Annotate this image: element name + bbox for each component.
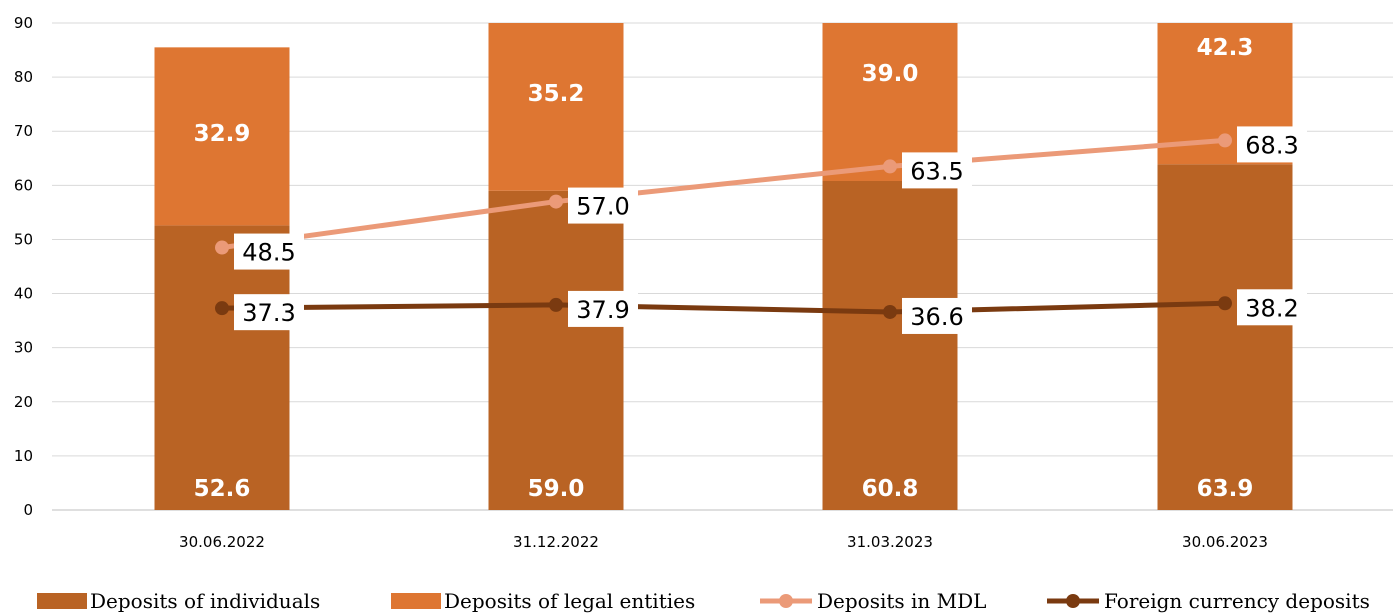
line-label-box xyxy=(902,152,972,189)
line-value-label: 57.0 xyxy=(576,193,629,221)
legend-label: Deposits of individuals xyxy=(90,589,320,613)
line-value-label: 36.6 xyxy=(910,303,963,331)
legend-marker xyxy=(779,594,793,608)
legend-marker xyxy=(1066,594,1080,608)
y-tick-label: 70 xyxy=(14,122,33,140)
bar-segment xyxy=(488,190,624,510)
y-tick-label: 80 xyxy=(14,68,33,86)
line-label-box xyxy=(568,290,638,327)
x-tick-label: 31.12.2022 xyxy=(513,533,599,551)
series-point xyxy=(215,240,229,255)
legend-label: Deposits of legal entities xyxy=(444,589,695,613)
bar-value-label: 35.2 xyxy=(528,81,585,107)
line-label-box xyxy=(1237,289,1307,326)
legend-swatch xyxy=(37,593,87,609)
series-point xyxy=(215,301,229,316)
bar-value-label: 60.8 xyxy=(862,476,919,502)
bar-value-label: 42.3 xyxy=(1197,35,1254,61)
line-value-label: 48.5 xyxy=(242,239,295,267)
bars: 52.6 32.9 59.0 35.2 60.8 39.0 63.9 42.3 xyxy=(154,23,1293,511)
y-tick-label: 10 xyxy=(14,447,33,465)
x-tick-label: 31.03.2023 xyxy=(847,533,933,551)
line-label-box xyxy=(1237,126,1307,163)
bar-segment xyxy=(1157,164,1293,511)
bar-value-label: 63.9 xyxy=(1197,476,1254,502)
series-point xyxy=(883,304,897,319)
legend-label: Deposits in MDL xyxy=(817,589,986,613)
legend: Deposits of individuals Deposits of legal… xyxy=(37,589,1370,613)
x-tick-label: 30.06.2022 xyxy=(179,533,265,551)
lines: 48.5 57.0 63.5 68.3 37.3 37.9 36.6 38.2 xyxy=(215,126,1307,334)
line-label-box xyxy=(234,233,304,270)
line-value-label: 37.3 xyxy=(242,299,295,327)
y-tick-label: 20 xyxy=(14,393,33,411)
y-tick-label: 40 xyxy=(14,285,33,303)
y-axis: 0 10 20 30 40 50 60 70 80 90 xyxy=(14,14,33,519)
series-point xyxy=(1218,296,1232,311)
line-value-label: 63.5 xyxy=(910,157,963,185)
x-axis: 30.06.2022 31.12.2022 31.03.2023 30.06.2023 xyxy=(179,533,1268,551)
bar-segment xyxy=(822,181,958,510)
legend-label: Foreign currency deposits xyxy=(1104,589,1370,613)
line-label-box xyxy=(902,297,972,334)
bar-segment xyxy=(154,225,290,510)
line-label-box xyxy=(568,187,638,224)
line-label-box xyxy=(234,294,304,331)
series-line xyxy=(221,137,1226,251)
y-tick-label: 90 xyxy=(14,14,33,32)
bar-value-label: 52.6 xyxy=(194,476,251,502)
y-tick-label: 30 xyxy=(14,339,33,357)
line-value-label: 37.9 xyxy=(576,296,629,324)
bar-segment xyxy=(488,23,624,191)
series-point xyxy=(883,159,897,174)
bar-value-label: 59.0 xyxy=(528,476,585,502)
series-point xyxy=(549,194,563,209)
bar-segment xyxy=(154,47,290,226)
legend-swatch xyxy=(391,593,441,609)
line-value-label: 38.2 xyxy=(1245,294,1298,322)
y-tick-label: 50 xyxy=(14,230,33,248)
bar-value-label: 32.9 xyxy=(194,121,251,147)
bar-value-label: 39.0 xyxy=(862,61,919,87)
line-value-label: 68.3 xyxy=(1245,131,1298,159)
y-tick-label: 0 xyxy=(23,501,33,519)
series-point xyxy=(1218,133,1232,148)
x-tick-label: 30.06.2023 xyxy=(1182,533,1268,551)
series-point xyxy=(549,297,563,312)
series-line xyxy=(221,300,1226,315)
y-tick-label: 60 xyxy=(14,176,33,194)
